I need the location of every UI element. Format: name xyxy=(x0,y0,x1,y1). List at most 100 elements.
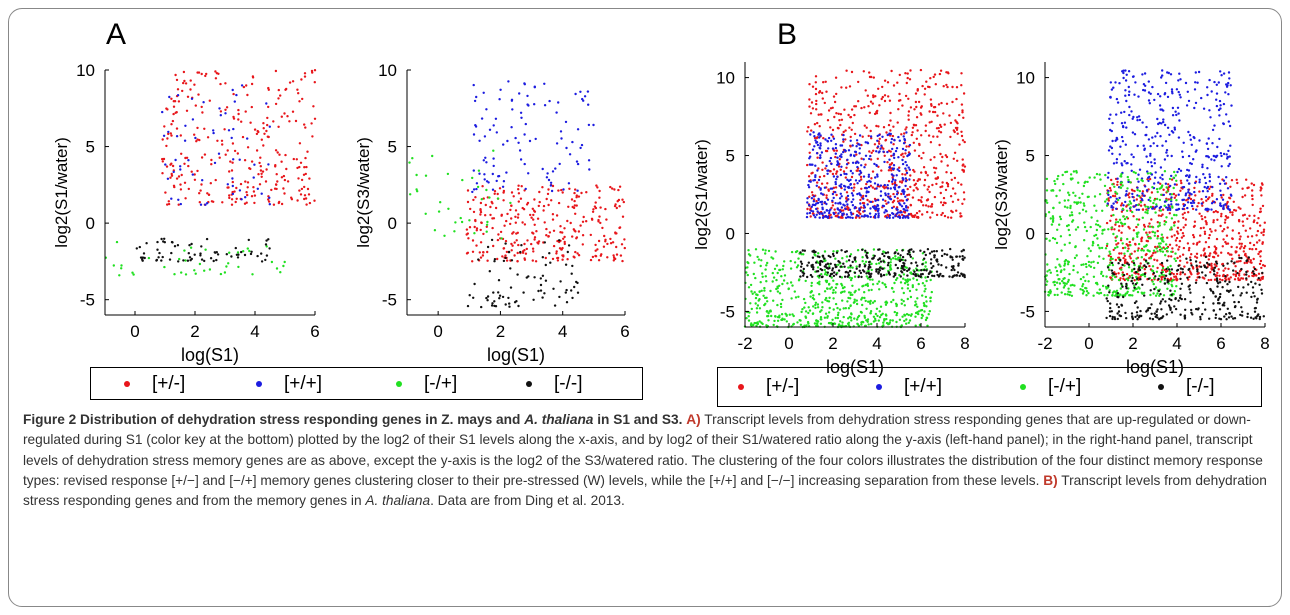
point-series-1 xyxy=(962,92,966,95)
point-series-3 xyxy=(1161,184,1164,187)
point-series-1 xyxy=(205,72,208,76)
point-series-1 xyxy=(868,75,872,79)
point-series-4 xyxy=(806,264,809,267)
point-series-2 xyxy=(232,158,235,161)
point-series-3 xyxy=(1153,277,1156,280)
point-series-1 xyxy=(538,190,541,194)
point-series-1 xyxy=(869,184,873,187)
point-series-4 xyxy=(864,264,867,267)
point-series-1 xyxy=(886,161,889,164)
point-series-2 xyxy=(1161,69,1164,72)
point-series-3 xyxy=(1060,291,1063,294)
point-series-1 xyxy=(961,164,964,167)
point-series-3 xyxy=(772,299,775,302)
point-series-1 xyxy=(1137,218,1141,221)
point-series-1 xyxy=(829,213,832,217)
point-series-2 xyxy=(587,103,590,106)
point-series-4 xyxy=(468,294,471,297)
point-series-1 xyxy=(214,70,217,73)
point-series-2 xyxy=(1120,111,1123,114)
point-series-3 xyxy=(769,309,772,312)
point-series-1 xyxy=(517,243,520,247)
point-series-2 xyxy=(1208,173,1211,176)
point-series-1 xyxy=(1242,224,1245,227)
point-series-1 xyxy=(811,85,815,88)
point-series-3 xyxy=(896,277,899,280)
point-series-2 xyxy=(828,209,831,213)
point-series-2 xyxy=(511,108,514,111)
point-series-1 xyxy=(870,177,873,180)
point-series-4 xyxy=(509,286,513,289)
point-series-2 xyxy=(869,200,873,204)
point-series-3 xyxy=(1155,197,1159,201)
point-series-4 xyxy=(933,250,936,253)
point-series-1 xyxy=(939,201,943,204)
point-series-3 xyxy=(488,196,491,199)
point-series-2 xyxy=(849,216,852,219)
point-series-2 xyxy=(832,211,835,215)
point-series-3 xyxy=(885,317,888,321)
point-series-1 xyxy=(547,188,550,191)
point-series-2 xyxy=(1187,154,1191,158)
point-series-2 xyxy=(836,156,839,159)
point-series-3 xyxy=(825,280,828,284)
point-series-3 xyxy=(823,273,827,276)
point-series-4 xyxy=(1170,311,1174,314)
point-series-3 xyxy=(1046,280,1049,283)
point-series-2 xyxy=(1168,207,1172,210)
point-series-3 xyxy=(1111,257,1114,261)
point-series-4 xyxy=(812,249,816,252)
point-series-1 xyxy=(1239,247,1242,250)
point-series-1 xyxy=(821,97,824,100)
point-series-2 xyxy=(891,147,894,151)
point-series-1 xyxy=(299,161,303,164)
point-series-1 xyxy=(1257,252,1260,256)
point-series-2 xyxy=(874,213,877,216)
point-series-4 xyxy=(1181,268,1184,271)
point-series-1 xyxy=(597,239,601,243)
point-series-3 xyxy=(1154,211,1157,214)
point-series-1 xyxy=(923,93,926,96)
point-series-1 xyxy=(867,105,870,108)
point-series-4 xyxy=(950,268,953,272)
point-series-1 xyxy=(1241,195,1244,199)
point-series-3 xyxy=(802,253,805,256)
point-series-2 xyxy=(852,198,855,201)
point-series-3 xyxy=(1062,281,1065,285)
point-series-2 xyxy=(810,209,813,212)
point-series-1 xyxy=(839,113,843,116)
point-series-1 xyxy=(511,232,514,235)
point-series-3 xyxy=(1170,193,1173,196)
point-series-1 xyxy=(814,92,818,96)
point-series-2 xyxy=(1112,86,1115,89)
point-series-2 xyxy=(560,137,563,140)
point-series-3 xyxy=(424,174,428,177)
point-series-1 xyxy=(597,259,601,262)
point-series-2 xyxy=(1228,124,1232,128)
point-series-3 xyxy=(1144,205,1147,208)
point-series-2 xyxy=(1159,166,1163,169)
point-series-3 xyxy=(770,256,773,259)
point-series-2 xyxy=(1228,208,1231,212)
point-series-2 xyxy=(905,199,909,202)
point-series-3 xyxy=(893,281,896,285)
point-series-2 xyxy=(843,188,846,191)
point-series-4 xyxy=(268,247,271,250)
point-series-4 xyxy=(906,252,909,256)
point-series-2 xyxy=(830,139,833,142)
point-series-3 xyxy=(923,303,926,307)
point-series-1 xyxy=(1240,245,1243,248)
point-series-1 xyxy=(313,81,316,84)
point-series-1 xyxy=(1251,274,1254,277)
point-series-3 xyxy=(1083,225,1087,229)
point-series-1 xyxy=(944,188,948,192)
point-series-4 xyxy=(260,252,263,255)
point-series-1 xyxy=(180,152,183,155)
point-series-1 xyxy=(1198,190,1201,193)
point-series-2 xyxy=(1206,185,1210,189)
point-series-3 xyxy=(1063,199,1066,202)
point-series-1 xyxy=(262,144,265,147)
point-series-2 xyxy=(1151,85,1154,89)
point-series-1 xyxy=(1111,208,1114,211)
point-series-2 xyxy=(840,144,844,147)
